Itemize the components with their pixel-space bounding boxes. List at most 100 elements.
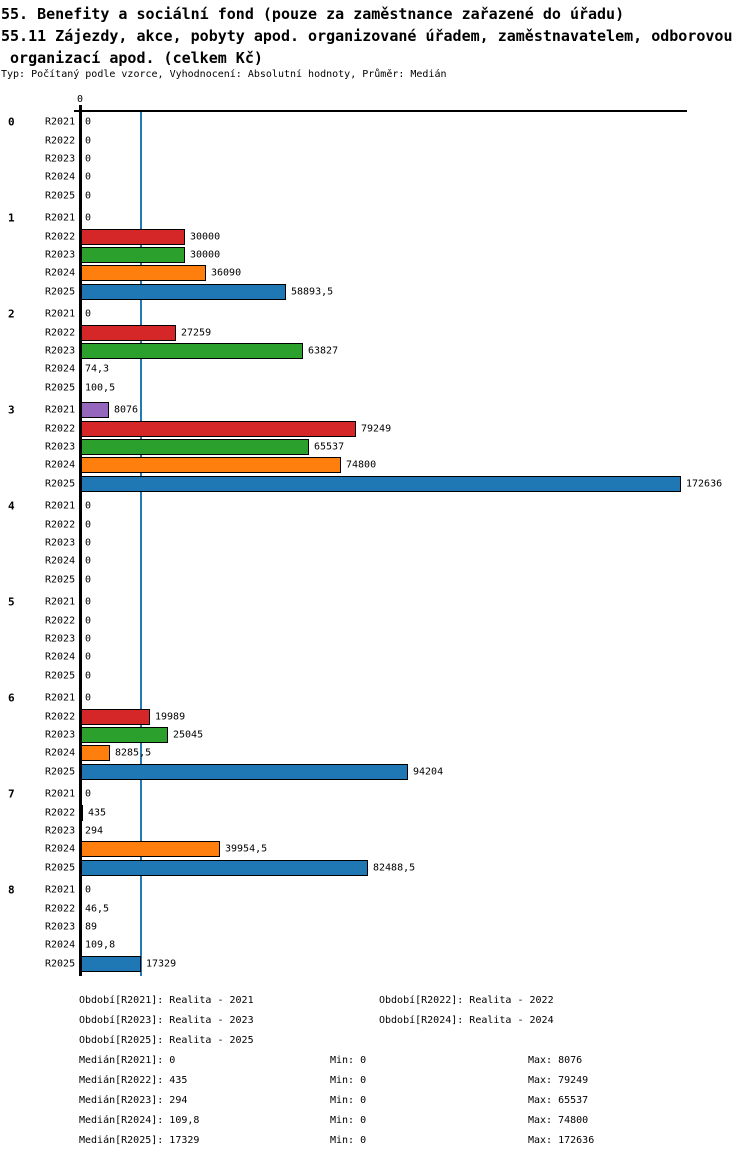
bar-group: 6 R2021 0 R2022 19989 R2023 25045 R2024 8285,5 R2…	[0, 689, 750, 781]
row-label: R2023	[45, 441, 76, 453]
stat-min: Min: 0	[330, 1135, 367, 1146]
row-label: R2022	[45, 231, 76, 243]
stat-min: Min: 0	[330, 1075, 367, 1086]
group-label: 5	[8, 595, 15, 609]
bar-value-label: 0	[85, 670, 92, 682]
bar-r2024	[81, 745, 110, 762]
bar-r2022	[81, 228, 185, 245]
row-label: R2022	[45, 519, 76, 531]
row-label: R2021	[45, 404, 76, 416]
bar-value-label: 0	[85, 692, 92, 704]
group-label: 2	[8, 307, 15, 321]
row-label: R2025	[45, 670, 76, 682]
group-label: 7	[8, 787, 15, 801]
bar-value-label: 25045	[173, 729, 204, 741]
group-label: 0	[8, 115, 15, 129]
bar-r2025	[81, 763, 408, 780]
bar-value-label: 0	[85, 135, 92, 147]
bar-group: 2 R2021 0 R2022 27259 R2023 63827 R2024 74,3 R202…	[0, 305, 750, 397]
bar-r2023	[81, 247, 185, 263]
row-label: R2023	[45, 825, 76, 837]
stat-min: Min: 0	[330, 1055, 367, 1066]
stat-min: Min: 0	[330, 1095, 367, 1106]
period-label: Období[R2024]: Realita - 2024	[379, 1015, 554, 1026]
bar-r2025	[81, 955, 141, 972]
bar-value-label: 58893,5	[291, 286, 334, 298]
bar-group: 5 R2021 0 R2022 0 R2023 0 R2024 0 R2025 0	[0, 593, 750, 685]
bar-value-label: 89	[85, 921, 98, 933]
bar-value-label: 8285,5	[115, 747, 152, 759]
bar-r2022	[81, 420, 356, 437]
row-label: R2025	[45, 958, 76, 970]
group-label: 4	[8, 499, 15, 513]
stat-max: Max: 79249	[528, 1075, 589, 1086]
bar-value-label: 0	[85, 190, 92, 202]
stat-max: Max: 65537	[528, 1095, 589, 1106]
bar-value-label: 109,8	[85, 939, 116, 951]
row-label: R2022	[45, 615, 76, 627]
row-label: R2021	[45, 692, 76, 704]
bar-group: 7 R2021 0 R2022 435 R2023 294 R2024 39954,5 R2025…	[0, 785, 750, 877]
row-label: R2023	[45, 153, 76, 165]
row-label: R2023	[45, 633, 76, 645]
y-axis-line	[79, 105, 82, 976]
bar-r2022	[81, 324, 176, 341]
row-label: R2022	[45, 711, 76, 723]
row-label: R2021	[45, 116, 76, 128]
row-label: R2025	[45, 574, 76, 586]
row-label: R2023	[45, 249, 76, 261]
bar-r2024	[81, 457, 341, 474]
period-label: Období[R2022]: Realita - 2022	[379, 995, 554, 1006]
row-label: R2025	[45, 478, 76, 490]
bar-value-label: 39954,5	[225, 843, 268, 855]
row-label: R2021	[45, 500, 76, 512]
page-title-line-2: 55.11 Zájezdy, akce, pobyty apod. organi…	[1, 27, 733, 45]
stat-median: Medián[R2021]: 0	[79, 1055, 176, 1066]
stat-max: Max: 74800	[528, 1115, 589, 1126]
bar-group: 0 R2021 0 R2022 0 R2023 0 R2024 0 R2025 0	[0, 113, 750, 205]
bar-value-label: 0	[85, 555, 92, 567]
row-label: R2024	[45, 843, 76, 855]
row-label: R2025	[45, 382, 76, 394]
bar-value-label: 0	[85, 116, 92, 128]
row-label: R2025	[45, 766, 76, 778]
row-label: R2024	[45, 555, 76, 567]
bar-r2024	[81, 841, 220, 858]
row-label: R2022	[45, 423, 76, 435]
bar-value-label: 8076	[114, 404, 139, 416]
page-title-line-3: organizací apod. (celkem Kč)	[1, 49, 263, 67]
stat-max: Max: 8076	[528, 1055, 583, 1066]
row-label: R2023	[45, 345, 76, 357]
bar-value-label: 63827	[308, 345, 339, 357]
group-label: 1	[8, 211, 15, 225]
row-label: R2023	[45, 537, 76, 549]
bar-value-label: 0	[85, 884, 92, 896]
row-label: R2023	[45, 729, 76, 741]
bar-value-label: 0	[85, 171, 92, 183]
group-label: 6	[8, 691, 15, 705]
bar-value-label: 27259	[181, 327, 212, 339]
row-label: R2021	[45, 308, 76, 320]
row-label: R2024	[45, 267, 76, 279]
group-label: 3	[8, 403, 15, 417]
bar-group: 8 R2021 0 R2022 46,5 R2023 89 R2024 109,8 R2025 17…	[0, 881, 750, 973]
bar-value-label: 0	[85, 615, 92, 627]
bar-group: 1 R2021 0 R2022 30000 R2023 30000 R2024 36090 R20…	[0, 209, 750, 301]
bar-value-label: 0	[85, 212, 92, 224]
bar-value-label: 94204	[413, 766, 444, 778]
row-label: R2022	[45, 903, 76, 915]
x-axis-tick-label: 0	[77, 94, 84, 105]
row-label: R2024	[45, 363, 76, 375]
bar-value-label: 74,3	[85, 363, 110, 375]
row-label: R2023	[45, 921, 76, 933]
bar-r2025	[81, 475, 681, 492]
bar-value-label: 36090	[211, 267, 242, 279]
row-label: R2021	[45, 884, 76, 896]
bar-value-label: 0	[85, 788, 92, 800]
bar-r2023	[81, 727, 168, 743]
period-label: Období[R2025]: Realita - 2025	[79, 1035, 254, 1046]
bar-value-label: 0	[85, 519, 92, 531]
bar-value-label: 30000	[190, 249, 221, 261]
stat-max: Max: 172636	[528, 1135, 595, 1146]
bar-r2025	[81, 859, 368, 876]
